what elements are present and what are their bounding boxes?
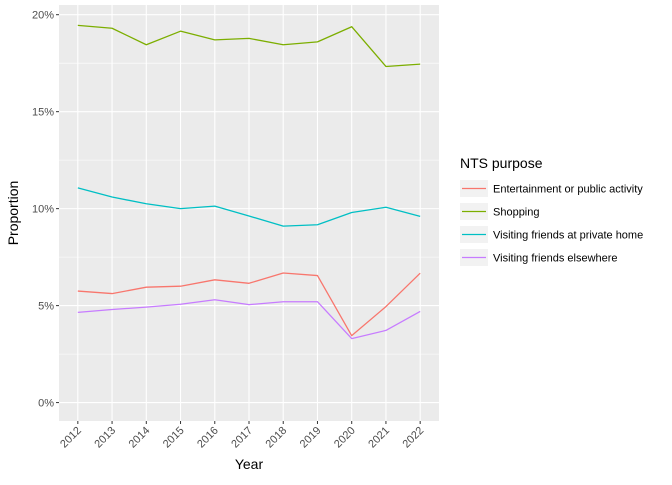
series-line-4 (77, 299, 421, 340)
legend-title: NTS purpose (460, 155, 543, 171)
series-line-1 (77, 272, 421, 337)
x-tick-label: 2019 (298, 425, 324, 451)
x-tick-label: 2017 (229, 425, 255, 451)
x-tick-label: 2014 (127, 425, 153, 451)
x-tick-label: 2013 (92, 425, 118, 451)
y-axis-title: Proportion (5, 181, 21, 246)
legend-label: Entertainment or public activity (493, 184, 643, 196)
legend-label: Visiting friends at private home (493, 230, 643, 242)
x-tick-label: 2018 (264, 425, 290, 451)
x-tick-label: 2022 (400, 425, 426, 451)
y-tick-label: 5% (38, 301, 54, 313)
x-tick-label: 2020 (332, 425, 358, 451)
grid (59, 5, 439, 421)
x-tick-label: 2012 (58, 425, 84, 451)
legend: NTS purpose Entertainment or public acti… (460, 155, 643, 266)
x-tick-label: 2015 (161, 425, 187, 451)
series-line-3 (77, 187, 421, 227)
y-tick-label: 15% (32, 107, 54, 119)
y-tick-label: 10% (32, 204, 54, 216)
legend-label: Shopping (493, 207, 540, 219)
series-line-2 (77, 24, 421, 68)
y-tick-label: 20% (32, 10, 54, 22)
x-tick-label: 2016 (195, 425, 221, 451)
y-tick-label: 0% (38, 398, 54, 410)
legend-label: Visiting friends elsewhere (493, 253, 618, 265)
x-axis-title: Year (235, 456, 264, 472)
x-tick-label: 2021 (366, 425, 392, 451)
series-lines (77, 24, 421, 340)
